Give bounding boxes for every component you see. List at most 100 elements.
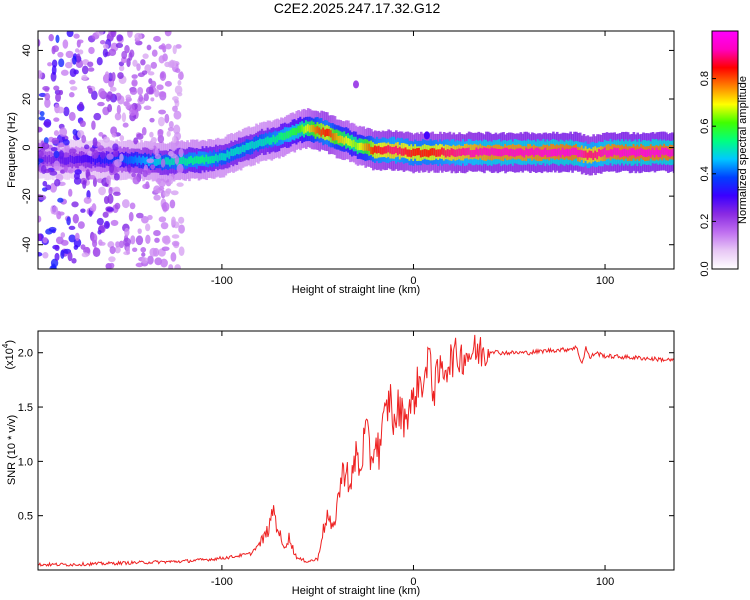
heat-cell — [596, 152, 599, 160]
heat-cell — [46, 156, 49, 164]
snr-y-multiplier: (x104) — [1, 340, 16, 370]
heat-speckle — [171, 234, 180, 239]
heat-speckle — [170, 142, 177, 152]
heat-cell — [481, 148, 484, 156]
heat-cell — [598, 149, 601, 157]
heat-speckle — [145, 234, 151, 244]
heat-cell — [38, 154, 40, 162]
spectrogram-x-ticks: -100 0 100 — [211, 31, 614, 287]
heat-cell — [142, 155, 145, 164]
heat-speckle — [43, 137, 49, 145]
heat-speckle — [77, 39, 84, 44]
heat-speckle — [42, 252, 49, 259]
heat-blob — [423, 131, 430, 140]
heat-cell — [222, 153, 226, 161]
heat-cell — [615, 148, 618, 156]
heat-speckle — [57, 211, 65, 216]
heat-cell — [544, 147, 548, 156]
heat-speckle — [176, 182, 184, 187]
heat-speckle — [88, 46, 95, 55]
heat-cell — [647, 148, 651, 157]
heat-speckle — [160, 43, 166, 50]
heat-speckle — [156, 84, 164, 91]
heat-speckle — [145, 86, 154, 95]
heat-cell — [563, 149, 567, 157]
heat-speckle — [96, 57, 103, 66]
heat-cell — [410, 149, 413, 158]
heat-cell — [331, 133, 335, 141]
heat-cell — [230, 148, 233, 156]
heat-cell — [536, 147, 540, 155]
heat-cell — [134, 155, 138, 163]
heat-speckle — [95, 31, 104, 36]
heat-speckle — [55, 34, 60, 44]
heat-speckle — [60, 232, 66, 238]
heat-cell — [532, 149, 536, 157]
heat-speckle — [173, 110, 182, 120]
heat-cell — [421, 149, 425, 157]
heat-speckle — [134, 32, 143, 41]
heat-speckle — [141, 257, 149, 264]
heat-cell — [132, 156, 136, 165]
heat-speckle — [132, 176, 140, 185]
heat-cell — [329, 130, 333, 138]
heat-speckle — [65, 50, 74, 59]
heat-cell — [435, 149, 438, 157]
heat-cell — [366, 143, 369, 151]
heat-cell — [67, 156, 71, 165]
heat-speckle — [150, 164, 156, 170]
heat-cell — [228, 151, 231, 159]
heat-speckle — [140, 59, 146, 66]
heat-cell — [486, 148, 490, 156]
colorbar-tick-label: 0.4 — [699, 166, 711, 181]
heat-cell — [668, 149, 672, 158]
heat-speckle — [130, 235, 136, 245]
heat-speckle — [160, 258, 168, 268]
heat-cell — [255, 140, 258, 149]
heat-cell — [490, 147, 494, 155]
heat-speckle — [125, 94, 132, 100]
heat-cell — [580, 150, 584, 158]
heat-cell — [299, 125, 302, 133]
y-tick-label: 20 — [21, 93, 33, 105]
heat-speckle — [170, 252, 177, 262]
heat-cell — [245, 142, 249, 151]
heat-cell — [140, 157, 143, 165]
heat-speckle — [73, 69, 79, 75]
heat-cell — [44, 155, 48, 163]
heat-speckle — [106, 153, 114, 160]
heat-cell — [65, 157, 69, 165]
heat-speckle — [55, 92, 62, 102]
heat-cell — [582, 150, 586, 158]
heat-cell — [368, 143, 371, 152]
heat-speckle — [51, 205, 59, 215]
heat-speckle — [103, 136, 110, 143]
heat-cell — [350, 140, 354, 148]
heat-speckle — [71, 257, 77, 264]
heat-speckle — [135, 262, 144, 268]
heat-cell — [278, 132, 281, 141]
heat-cell — [308, 125, 312, 133]
heat-speckle — [115, 42, 124, 48]
heat-speckle — [170, 190, 179, 196]
heat-speckle — [68, 92, 75, 98]
heat-cell — [322, 127, 325, 135]
heat-cell — [170, 157, 174, 165]
heat-cell — [517, 148, 521, 156]
spectrogram-heat — [38, 31, 674, 269]
heat-speckle — [91, 120, 96, 130]
heat-speckle — [149, 117, 155, 123]
heat-speckle — [77, 221, 85, 229]
heat-cell — [234, 148, 237, 156]
heat-cell — [494, 148, 498, 156]
colorbar-tick-label: 0.2 — [699, 214, 711, 229]
heat-cell — [57, 157, 61, 165]
heat-cell — [441, 147, 444, 155]
heat-cell — [469, 150, 473, 158]
heat-speckle — [44, 98, 51, 108]
heat-speckle — [38, 116, 46, 121]
heat-speckle — [58, 150, 65, 160]
heat-speckle — [75, 48, 80, 53]
heat-speckle — [154, 237, 160, 243]
heat-speckle — [63, 106, 70, 117]
